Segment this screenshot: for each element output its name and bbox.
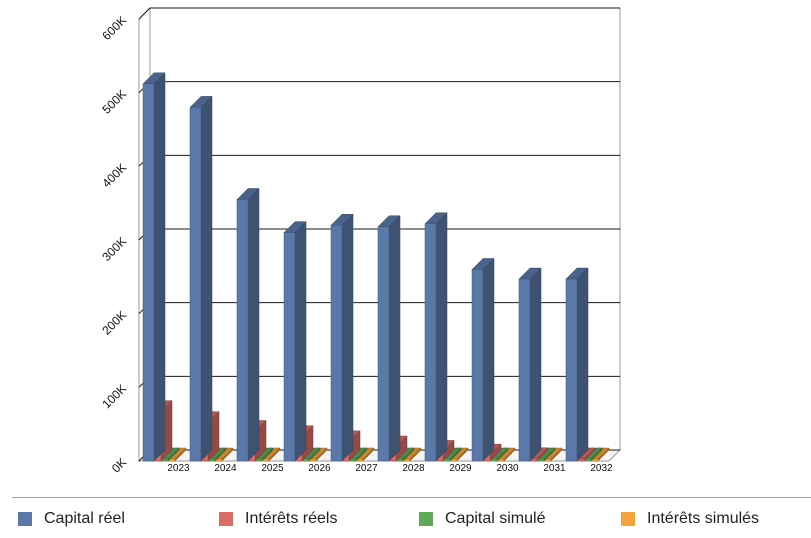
x-tick-label: 2024 — [214, 463, 237, 474]
y-tick-label: 500K — [99, 87, 129, 117]
x-tick-label: 2025 — [261, 463, 284, 474]
y-tick-label: 400K — [99, 161, 129, 191]
bar-side-face — [247, 187, 260, 462]
y-tick-label: 300K — [99, 234, 129, 264]
bar-side-face — [529, 267, 542, 462]
legend: Capital réel Intérêts réels Capital simu… — [0, 497, 811, 538]
bar-capital-reel-2031 — [518, 267, 542, 462]
legend-item-interets-reels: Intérêts réels — [219, 510, 337, 528]
bar-front-face — [142, 83, 155, 462]
y-tick-label: 100K — [99, 382, 129, 412]
legend-label-interets-reels: Intérêts réels — [245, 510, 338, 527]
bar-side-face — [200, 95, 213, 462]
legend-divider — [12, 497, 811, 498]
y-tick-label: 200K — [99, 308, 129, 338]
bar-side-face — [482, 257, 495, 462]
bar-capital-reel-2032 — [565, 267, 589, 462]
bar-capital-reel-2023 — [142, 72, 166, 462]
y-axis-ticks: 0K 100K 200K 300K 400K 500K 600K — [99, 13, 129, 475]
x-tick-label: 2030 — [496, 463, 519, 474]
x-tick-label: 2031 — [543, 463, 566, 474]
bar-capital-reel-2027 — [330, 213, 354, 462]
y-tick-label: 0K — [109, 455, 129, 475]
legend-item-capital-simule: Capital simulé — [419, 510, 545, 528]
legend-swatch-interets-reels — [219, 512, 233, 526]
legend-label-capital-simule: Capital simulé — [445, 510, 546, 527]
bar-capital-reel-2025 — [236, 187, 260, 462]
bar-side-face — [388, 215, 401, 462]
y-tick-label: 600K — [99, 13, 129, 43]
gridline-depth — [138, 7, 151, 20]
x-tick-label: 2026 — [308, 463, 331, 474]
bars — [142, 72, 610, 462]
bar-front-face — [471, 269, 484, 462]
x-tick-label: 2027 — [355, 463, 378, 474]
x-tick-label: 2023 — [167, 463, 190, 474]
bar-front-face — [424, 223, 437, 462]
bar-side-face — [294, 221, 307, 462]
x-axis-ticks: 2023 2024 2025 2026 2027 2028 2029 2030 2031 2032 — [167, 463, 613, 474]
bar-front-face — [283, 232, 296, 462]
bar-capital-reel-2029 — [424, 212, 448, 462]
legend-swatch-interets-simules — [621, 512, 635, 526]
bar-side-face — [153, 72, 166, 462]
legend-label-interets-simules: Intérêts simulés — [647, 510, 760, 527]
bar-capital-reel-2026 — [283, 221, 307, 462]
bar-front-face — [518, 278, 531, 462]
bar-capital-reel-2030 — [471, 257, 495, 462]
bar-side-face — [576, 267, 589, 462]
x-tick-label: 2029 — [449, 463, 472, 474]
legend-label-capital-reel: Capital réel — [44, 510, 125, 527]
bar-side-face — [435, 212, 448, 462]
x-tick-label: 2028 — [402, 463, 425, 474]
bar-front-face — [330, 225, 343, 462]
bar-capital-reel-2024 — [189, 95, 213, 462]
bar-side-face — [341, 213, 354, 462]
bar-front-face — [236, 199, 249, 462]
x-tick-label: 2032 — [590, 463, 613, 474]
bar-front-face — [189, 107, 202, 462]
bar-front-face — [377, 226, 390, 462]
bar-front-face — [565, 278, 578, 462]
legend-item-capital-reel: Capital réel — [18, 510, 125, 528]
legend-swatch-capital-reel — [18, 512, 32, 526]
bar-capital-reel-2028 — [377, 215, 401, 462]
legend-swatch-capital-simule — [419, 512, 433, 526]
legend-item-interets-simules: Intérêts simulés — [621, 510, 759, 528]
